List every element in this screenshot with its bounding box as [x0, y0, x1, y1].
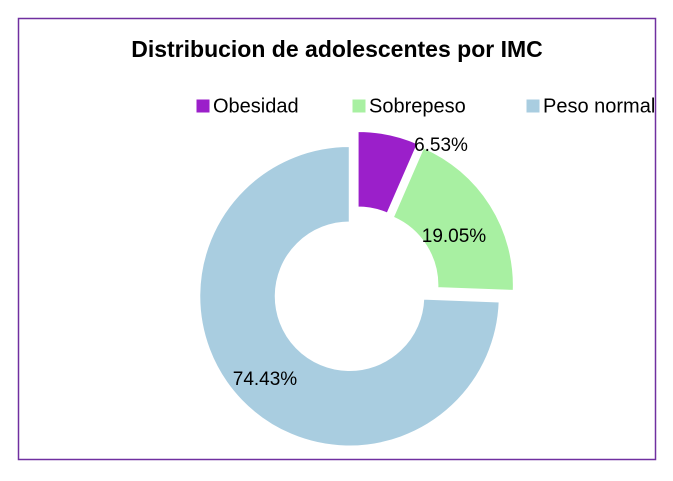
donut-slice: [198, 145, 501, 447]
legend-swatch: [195, 98, 211, 114]
donut-slice: [357, 130, 419, 215]
legend-label: Sobrepeso: [369, 95, 466, 117]
legend-label: Obesidad: [213, 95, 299, 117]
legend-label: Peso normal: [543, 95, 655, 117]
donut-slice: [392, 146, 515, 292]
legend-swatch: [351, 98, 367, 114]
data-label: 74.43%: [233, 369, 298, 390]
chart-title: Distribucion de adolescentes por IMC: [131, 36, 543, 62]
legend-swatch: [525, 98, 541, 114]
data-label: 6.53%: [414, 135, 468, 156]
data-label: 19.05%: [422, 226, 487, 247]
